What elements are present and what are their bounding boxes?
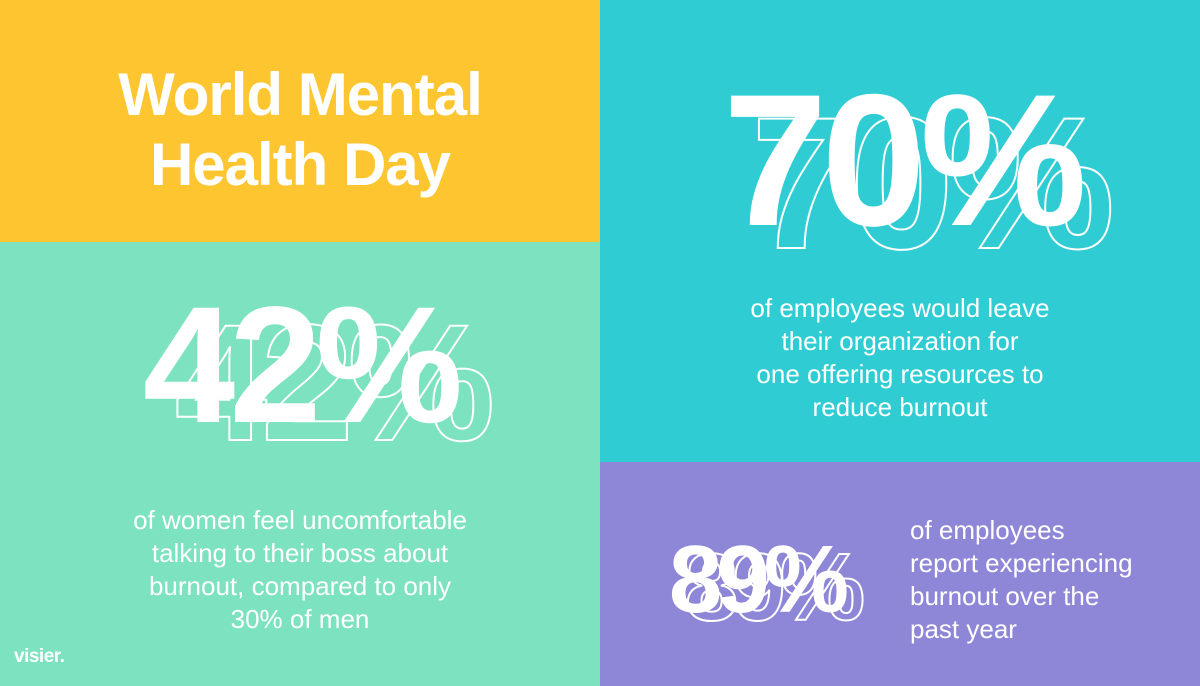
caption-line: of employees [910, 515, 1065, 545]
caption-line: one offering resources to [756, 359, 1044, 389]
caption-line: 30% of men [230, 604, 370, 634]
caption-line: burnout over the [910, 581, 1100, 611]
stat-caption-89: of employees report experiencing burnout… [910, 514, 1190, 646]
stat-panel-70: 70% 70% of employees would leave their o… [600, 0, 1200, 462]
title-panel: World Mental Health Day [0, 0, 600, 242]
caption-line: past year [910, 614, 1017, 644]
stat-value-42: 42% [143, 273, 460, 458]
page-title: World Mental Health Day [0, 60, 600, 200]
visier-logo: visier. [14, 646, 65, 667]
stat-panel-89: 89% 89% of employees report experiencing… [600, 462, 1200, 686]
title-line-1: World Mental [118, 61, 483, 128]
stat-value-42-graphic: 42% 42% [143, 273, 499, 477]
caption-line: of employees would leave [750, 293, 1050, 323]
title-line-2: Health Day [149, 131, 451, 198]
stat-panel-42: 42% 42% of women feel uncomfortable talk… [0, 242, 600, 686]
caption-line: report experiencing [910, 548, 1133, 578]
stat-value-42-outline: 42% [175, 291, 492, 476]
caption-line: of women feel uncomfortable [133, 505, 467, 535]
caption-line: talking to their boss about [151, 538, 449, 568]
stat-value-89: 89% [669, 526, 847, 633]
stat-value-70-outline: 70% [751, 78, 1111, 288]
caption-line: burnout, compared to only [148, 571, 452, 601]
stat-value-70: 70% [723, 55, 1083, 265]
caption-line: their organization for [781, 326, 1019, 356]
stat-value-89-graphic: 89% 89% [669, 526, 870, 642]
stat-caption-70: of employees would leave their organizat… [600, 292, 1200, 424]
caption-line: reduce burnout [812, 392, 988, 422]
stat-value-70-graphic: 70% 70% [723, 55, 1118, 289]
stat-value-89-outline: 89% [685, 534, 863, 641]
stat-caption-42: of women feel uncomfortable talking to t… [0, 504, 600, 636]
